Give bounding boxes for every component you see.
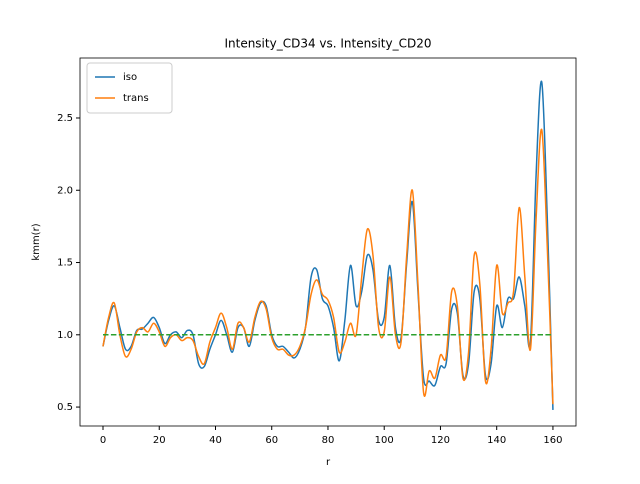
x-axis-label: r [326,457,331,468]
legend-label: iso [123,72,137,83]
y-tick-label: 2.0 [57,185,73,196]
y-tick-label: 0.5 [57,402,73,413]
x-tick-label: 140 [487,435,506,446]
x-tick-label: 100 [375,435,394,446]
line [102,128,554,405]
x-tick-label: 80 [322,435,335,446]
axes-frame [79,57,577,427]
x-tick-label: 60 [265,435,278,446]
y-tick-label: 2.5 [57,113,73,124]
y-axis-label: kmm(r) [31,223,42,260]
x-tick-label: 40 [209,435,222,446]
legend-box [86,62,173,114]
legend-label: trans [123,93,149,104]
y-tick-label: 1.5 [57,258,73,269]
chart-title: Intensity_CD34 vs. Intensity_CD20 [224,37,431,51]
y-tick-label: 1.0 [57,330,73,341]
x-tick-label: 160 [543,435,562,446]
x-tick-label: 120 [431,435,450,446]
x-tick-label: 20 [153,435,166,446]
x-tick-label: 0 [100,435,106,446]
